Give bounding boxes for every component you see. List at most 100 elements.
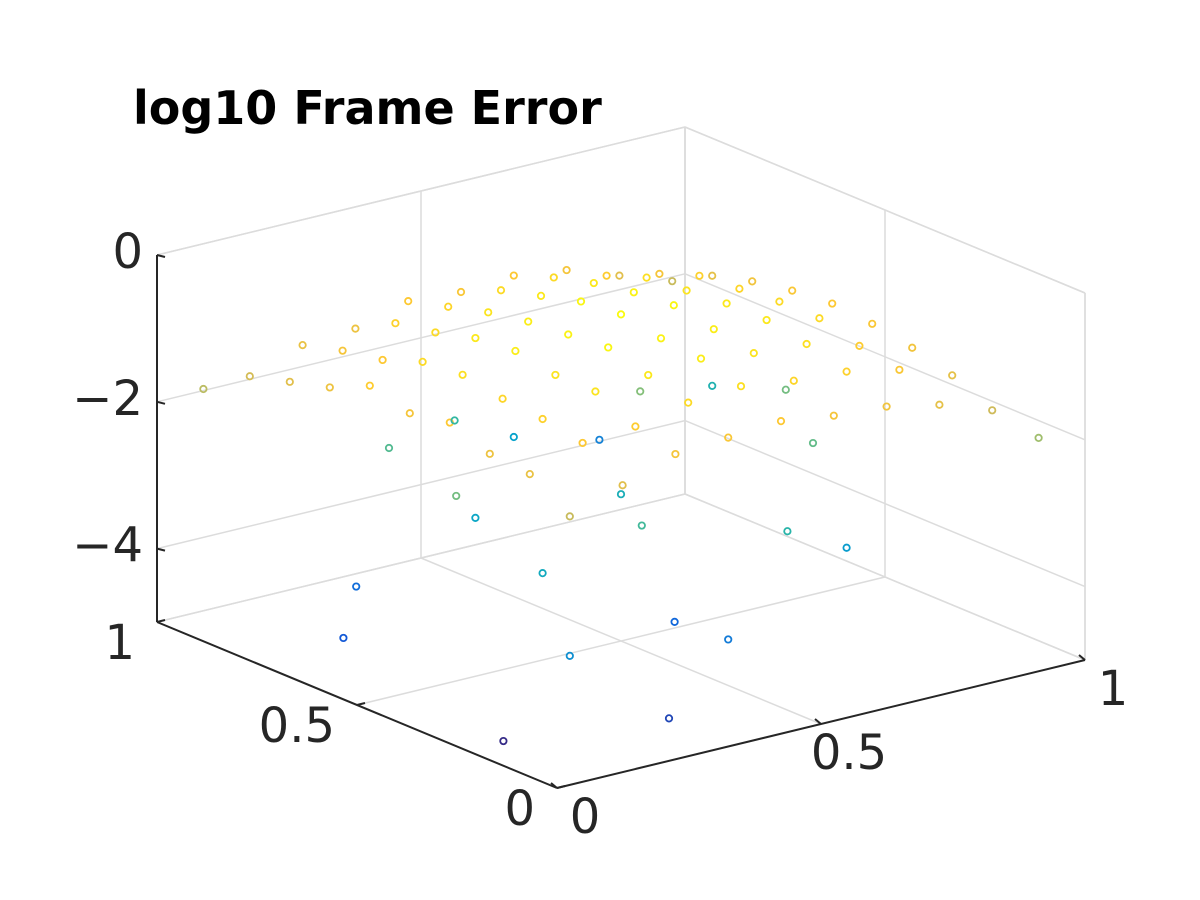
point	[748, 277, 757, 286]
point	[391, 319, 400, 328]
point	[549, 273, 558, 282]
point	[656, 334, 666, 343]
point	[595, 435, 604, 444]
point	[948, 371, 957, 380]
point	[682, 286, 691, 295]
x-tick-label: 1	[1098, 661, 1129, 717]
point	[868, 319, 877, 328]
point	[616, 310, 626, 319]
point	[498, 394, 507, 403]
point	[829, 411, 838, 420]
point	[708, 271, 717, 280]
point	[452, 491, 461, 501]
x-tick	[550, 782, 558, 789]
point	[471, 333, 480, 343]
point	[842, 543, 851, 552]
point	[562, 265, 571, 275]
point	[668, 277, 677, 286]
point	[378, 355, 387, 365]
point	[604, 343, 613, 352]
y-tick	[356, 702, 366, 706]
point	[576, 297, 586, 306]
point	[471, 513, 480, 522]
point	[602, 271, 611, 280]
point	[882, 402, 891, 411]
point	[631, 422, 640, 431]
point	[589, 278, 598, 288]
y-tick	[156, 619, 166, 623]
point	[783, 527, 792, 536]
point	[444, 302, 453, 311]
chart-title: log10 Frame Error	[133, 81, 602, 135]
point	[538, 414, 547, 424]
point	[636, 387, 645, 396]
point	[509, 271, 518, 280]
point	[458, 370, 467, 379]
point	[842, 367, 851, 376]
point	[724, 433, 733, 442]
point	[485, 449, 494, 458]
point	[655, 269, 664, 278]
point	[749, 349, 758, 358]
point	[578, 438, 587, 448]
point	[325, 383, 334, 392]
point	[404, 297, 413, 306]
z-tick	[156, 254, 166, 258]
point	[615, 271, 624, 280]
point	[642, 273, 651, 282]
grid-line	[156, 493, 686, 623]
point	[808, 438, 818, 448]
point	[565, 651, 574, 660]
point	[431, 328, 440, 337]
point	[509, 432, 518, 442]
z-tick	[156, 400, 166, 405]
point	[511, 346, 520, 356]
point	[591, 387, 600, 396]
point	[536, 291, 546, 300]
point	[285, 377, 294, 386]
point	[988, 406, 997, 415]
point	[525, 469, 534, 479]
point	[499, 736, 508, 746]
point	[908, 343, 917, 352]
z-tick	[156, 547, 166, 552]
point	[781, 385, 790, 394]
point	[775, 297, 784, 306]
point	[664, 714, 674, 723]
point	[339, 633, 348, 643]
x-tick	[814, 718, 822, 725]
y-tick-label: 0	[504, 781, 535, 837]
point	[815, 314, 824, 323]
point	[496, 286, 506, 295]
point	[298, 340, 307, 350]
point	[762, 315, 771, 325]
point	[637, 521, 646, 530]
point	[338, 346, 347, 355]
point	[629, 288, 638, 297]
point	[524, 317, 533, 326]
point	[855, 341, 864, 350]
point	[1034, 433, 1043, 442]
point	[669, 301, 678, 310]
point	[895, 365, 904, 374]
point	[735, 284, 744, 293]
point	[551, 370, 560, 380]
point	[789, 376, 798, 385]
point	[352, 582, 361, 591]
point	[670, 617, 679, 626]
point	[618, 481, 627, 490]
x-tick	[1078, 654, 1086, 661]
point	[538, 569, 547, 578]
point	[456, 287, 466, 297]
point	[724, 635, 733, 644]
point	[405, 409, 414, 418]
x-tick-label: 0.5	[811, 725, 887, 781]
point	[365, 381, 374, 390]
point	[802, 339, 811, 349]
point	[722, 299, 731, 308]
point	[696, 354, 706, 363]
point	[351, 324, 360, 333]
z-tick-label: 0	[112, 224, 143, 280]
z-tick-label: −4	[72, 518, 143, 574]
grid-line	[356, 576, 886, 706]
